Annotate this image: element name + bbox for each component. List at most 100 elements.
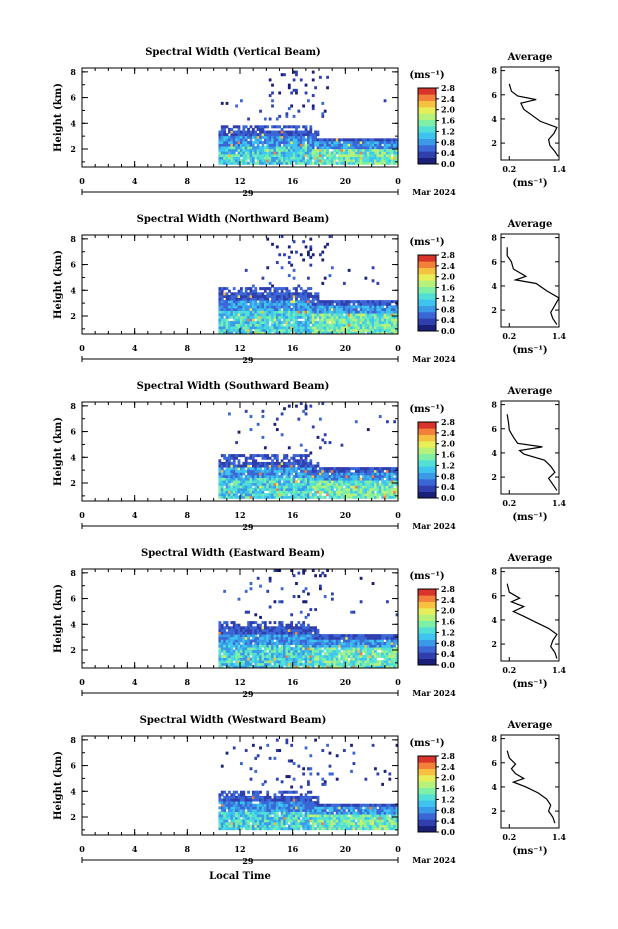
heatmap-cell xyxy=(242,467,246,471)
heatmap-cell xyxy=(352,490,356,494)
heatmap-cell xyxy=(328,143,332,147)
heatmap-cell xyxy=(280,472,284,476)
heatmap-cell xyxy=(220,292,224,296)
heatmap-cell xyxy=(376,665,380,669)
heatmap-cell xyxy=(330,657,334,661)
heatmap-cell xyxy=(354,641,358,645)
heatmap-cell xyxy=(376,641,380,645)
heatmap-cell xyxy=(362,313,365,317)
heatmap-cell xyxy=(383,320,387,324)
heatmap-cell xyxy=(328,474,332,478)
panel-title: Spectral Width (Vertical Beam) xyxy=(145,47,321,58)
heatmap-cell xyxy=(254,631,258,635)
heatmap-cell xyxy=(278,660,282,664)
heatmap-cell xyxy=(307,626,310,630)
heatmap-cell xyxy=(244,459,248,463)
heatmap-cell xyxy=(319,313,322,317)
heatmap-cell xyxy=(266,641,270,645)
heatmap-cell xyxy=(330,644,334,648)
heatmap-cell xyxy=(304,161,308,165)
heatmap-cell xyxy=(240,146,243,150)
heatmap-cell xyxy=(240,628,243,632)
heatmap-cell xyxy=(366,636,370,640)
heatmap-cell xyxy=(256,477,260,481)
heatmap-cell xyxy=(249,143,253,147)
heatmap-cell xyxy=(350,490,353,494)
heatmap-cell xyxy=(251,151,255,155)
heatmap-cell xyxy=(261,135,265,139)
heatmap-cell xyxy=(388,649,392,653)
heatmap-cell xyxy=(297,660,301,664)
heatmap-cell xyxy=(218,289,222,293)
heatmap-cell xyxy=(345,305,349,309)
heatmap-cell xyxy=(328,649,332,653)
heatmap-cell xyxy=(232,487,236,491)
heatmap-cell xyxy=(266,318,270,322)
beam-panel-2: Spectral Width (Southward Beam)2468Heigh… xyxy=(53,381,566,532)
avg-y-tick-label: 6 xyxy=(491,591,497,601)
avg-y-tick-label: 6 xyxy=(491,90,497,100)
heatmap-cell xyxy=(228,461,231,465)
heatmap-cell xyxy=(261,305,265,309)
heatmap-cell xyxy=(316,435,320,439)
heatmap-cell xyxy=(338,151,341,155)
heatmap-cell xyxy=(390,326,394,330)
heatmap-cell xyxy=(251,310,255,314)
heatmap-cell xyxy=(369,161,373,165)
heatmap-cell xyxy=(254,135,258,139)
heatmap-cell xyxy=(390,138,394,142)
heatmap-cell xyxy=(242,320,246,324)
heatmap-cell xyxy=(263,662,267,666)
heatmap-cell xyxy=(275,153,279,157)
heatmap-cell xyxy=(268,281,272,285)
heatmap-cell xyxy=(218,639,222,643)
heatmap-cell xyxy=(223,621,227,625)
heatmap-cell xyxy=(309,245,313,249)
heatmap-cell xyxy=(376,495,380,499)
heatmap-cell xyxy=(321,151,325,155)
heatmap-cell xyxy=(347,148,351,152)
heatmap-cell xyxy=(251,480,255,484)
heatmap-cell xyxy=(292,276,296,280)
heatmap-cell xyxy=(381,647,385,651)
colorbar-segment xyxy=(418,646,436,653)
heatmap-cell xyxy=(223,310,227,314)
heatmap-cell xyxy=(359,302,363,306)
heatmap-cell xyxy=(328,485,332,489)
heatmap-cell xyxy=(345,472,349,476)
heatmap-cell xyxy=(261,307,265,311)
heatmap-cell xyxy=(235,323,238,327)
heatmap-cell xyxy=(390,146,394,150)
heatmap-cell xyxy=(290,125,294,129)
heatmap-cell xyxy=(290,148,294,152)
heatmap-cell xyxy=(383,482,387,486)
heatmap-cell xyxy=(275,307,279,311)
heatmap-cell xyxy=(261,657,265,661)
heatmap-cell xyxy=(273,135,277,139)
heatmap-cell xyxy=(268,469,272,473)
heatmap-cell xyxy=(347,485,351,489)
heatmap-cell xyxy=(374,138,377,142)
heatmap-cell xyxy=(321,467,325,471)
heatmap-cell xyxy=(290,250,294,254)
heatmap-cell xyxy=(220,662,224,666)
heatmap-cell xyxy=(378,156,382,160)
heatmap-cell xyxy=(302,328,306,332)
heatmap-cell xyxy=(232,485,236,489)
x-tick-label: 0 xyxy=(395,510,401,520)
heatmap-cell xyxy=(323,495,327,499)
heatmap-cell xyxy=(223,824,227,828)
heatmap-cell xyxy=(242,127,246,131)
heatmap-cell xyxy=(342,641,346,645)
heatmap-cell xyxy=(386,485,389,489)
heatmap-cell xyxy=(366,469,370,473)
heatmap-cell xyxy=(299,159,303,163)
heatmap-cell xyxy=(371,644,375,648)
heatmap-cell xyxy=(304,647,308,651)
heatmap-cell xyxy=(271,284,274,288)
heatmap-cell xyxy=(302,631,306,635)
heatmap-cell xyxy=(251,636,255,640)
heatmap-cell xyxy=(321,485,325,489)
heatmap-cell xyxy=(309,151,313,155)
heatmap-cell xyxy=(395,480,399,484)
